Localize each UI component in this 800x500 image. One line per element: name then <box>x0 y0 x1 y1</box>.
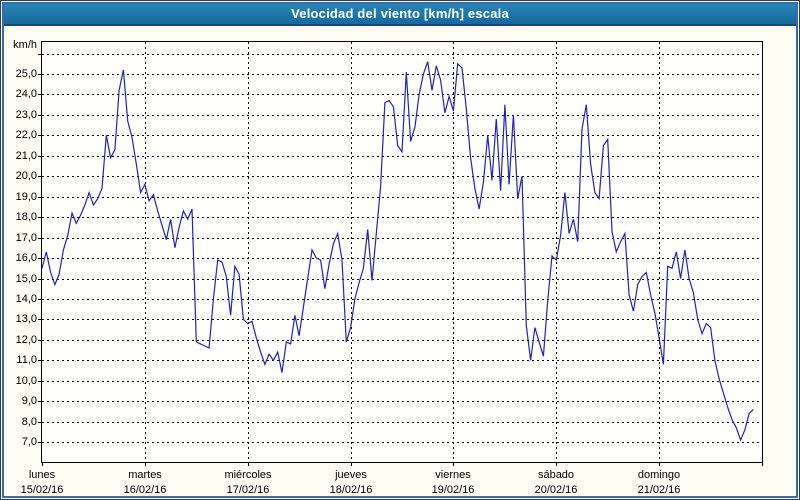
x-axis-day-label: miércoles <box>224 469 272 481</box>
plot-area <box>41 41 763 463</box>
y-axis-unit-label: km/h <box>13 39 37 51</box>
x-axis-day-label: lunes <box>28 469 56 481</box>
y-axis-tick-label: 25,0 <box>15 68 37 80</box>
y-axis-tick-label: 16,0 <box>15 252 37 264</box>
x-axis-day-label: jueves <box>335 469 367 481</box>
y-axis-tick-label: 20,0 <box>15 170 37 182</box>
x-axis-date-label: 16/02/16 <box>123 484 167 496</box>
y-axis-tick-label: 22,0 <box>15 129 37 141</box>
y-axis-tick-label: 8,0 <box>21 416 37 428</box>
y-axis-tick-label: 23,0 <box>15 109 37 121</box>
y-axis-tick-label: 13,0 <box>15 313 37 325</box>
y-axis-tick-label: 18,0 <box>15 211 37 223</box>
y-axis-tick-label: 14,0 <box>15 293 37 305</box>
y-axis-tick-label: 11,0 <box>16 354 37 366</box>
y-axis-tick-label: 10,0 <box>15 375 37 387</box>
x-axis-date-label: 21/02/16 <box>637 484 681 496</box>
y-axis-tick-label: 17,0 <box>15 232 37 244</box>
x-axis-date-label: 20/02/16 <box>534 484 578 496</box>
x-axis-day-label: domingo <box>637 469 681 481</box>
y-axis-tick-label: 12,0 <box>15 334 37 346</box>
y-axis-tick-label: 21,0 <box>15 150 37 162</box>
x-axis-day-label: viernes <box>435 469 471 481</box>
x-axis-date-label: 19/02/16 <box>431 484 475 496</box>
y-axis-tick-label: 15,0 <box>15 273 37 285</box>
wind-speed-line <box>41 61 754 442</box>
x-axis-day-label: sábado <box>537 469 575 481</box>
x-axis-date-label: 15/02/16 <box>20 484 64 496</box>
x-axis-day-label: martes <box>128 469 162 481</box>
y-axis-tick-label: 7,0 <box>21 436 37 448</box>
x-axis-date-label: 18/02/16 <box>329 484 373 496</box>
y-axis-tick-label: 19,0 <box>15 191 37 203</box>
y-axis-tick-label: 24,0 <box>15 88 37 100</box>
x-axis-date-label: 17/02/16 <box>226 484 270 496</box>
chart-title: Velocidad del viento [km/h] escala <box>291 6 509 21</box>
y-axis-tick-label: 9,0 <box>21 395 37 407</box>
